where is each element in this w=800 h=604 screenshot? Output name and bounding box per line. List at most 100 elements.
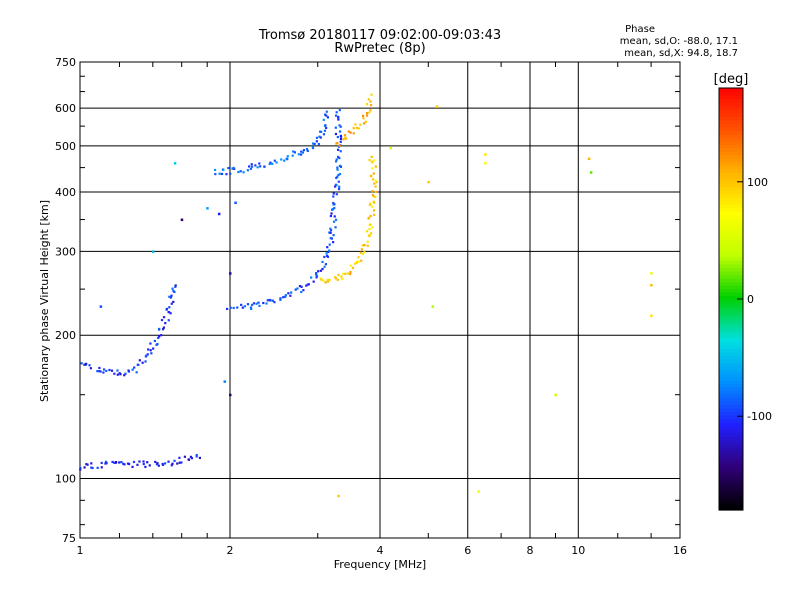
echo-point: [321, 267, 324, 271]
echo-point: [349, 264, 352, 267]
colorbar-segment: [719, 235, 743, 240]
echo-point: [334, 185, 337, 188]
colorbar-segment: [719, 133, 743, 138]
echo-point: [360, 248, 363, 251]
echo-point: [113, 372, 116, 375]
echo-point: [336, 166, 339, 169]
colorbar-segment: [719, 193, 743, 198]
echo-point: [335, 183, 338, 187]
echo-point: [88, 364, 91, 367]
echo-point: [365, 230, 369, 233]
echo-point: [325, 252, 328, 255]
colorbar-segment: [719, 313, 743, 318]
echo-point: [86, 463, 89, 466]
x-tick-label: 8: [527, 544, 534, 557]
echo-point: [366, 244, 369, 247]
echo-point: [354, 262, 357, 265]
echo-point: [111, 460, 114, 464]
echo-point: [250, 163, 253, 166]
echo-point: [370, 160, 374, 163]
echo-point: [315, 274, 319, 277]
y-tick-label: 600: [55, 102, 76, 115]
colorbar-segment: [719, 214, 743, 219]
colorbar-segment: [719, 499, 743, 504]
echo-point: [149, 342, 152, 345]
colorbar-segment: [719, 249, 743, 254]
echo-point: [162, 326, 165, 329]
colorbar-segment: [719, 161, 743, 166]
colorbar-segment: [719, 274, 743, 279]
echo-point: [337, 118, 340, 121]
echo-point: [332, 203, 335, 206]
echo-point: [126, 462, 130, 465]
colorbar-segment: [719, 422, 743, 427]
echo-point: [372, 172, 375, 175]
echo-point: [195, 454, 198, 457]
echo-point: [127, 370, 131, 373]
colorbar-segment: [719, 91, 743, 96]
echo-point: [317, 142, 320, 146]
echo-point: [352, 132, 355, 135]
echo-point: [298, 284, 302, 288]
chart-title: Tromsø 20180117 09:02:00-09:03:43: [258, 28, 501, 43]
echo-point: [213, 168, 217, 172]
echo-point: [246, 303, 250, 306]
echo-point: [337, 173, 340, 177]
colorbar-segment: [719, 327, 743, 332]
echo-point: [351, 266, 355, 270]
echo-point: [91, 466, 94, 470]
echo-point: [371, 190, 374, 193]
echo-point: [124, 372, 127, 375]
echo-point: [338, 108, 341, 112]
echo-point: [152, 347, 155, 350]
echo-point: [248, 165, 251, 168]
colorbar-segment: [719, 464, 743, 469]
echo-point: [96, 370, 99, 373]
echo-point: [100, 461, 103, 465]
echo-point: [144, 465, 147, 469]
echo-point: [297, 153, 300, 156]
echo-point: [161, 328, 165, 331]
colorbar-segment: [719, 492, 743, 497]
echo-point: [315, 140, 318, 143]
echo-point: [335, 193, 338, 196]
echo-point: [363, 244, 366, 247]
echo-point: [338, 156, 341, 160]
echo-point: [334, 160, 338, 163]
echo-point: [258, 304, 261, 307]
colorbar-segment: [719, 443, 743, 448]
colorbar-segment: [719, 471, 743, 476]
echo-point: [326, 278, 329, 282]
echo-point: [375, 190, 378, 193]
colorbar-segment: [719, 140, 743, 145]
echo-point: [168, 295, 171, 298]
colorbar-segment: [719, 218, 743, 223]
echo-point: [214, 173, 217, 176]
x-tick-label: 6: [464, 544, 471, 557]
echo-point: [222, 168, 225, 171]
echo-point: [105, 369, 108, 373]
echo-point: [132, 460, 136, 464]
echo-point: [330, 237, 334, 240]
echo-point: [328, 231, 331, 234]
colorbar-segment: [719, 284, 743, 290]
echo-point: [149, 349, 152, 352]
echo-point: [338, 124, 341, 127]
echo-point: [366, 240, 369, 243]
echo-point: [232, 166, 235, 170]
echo-point: [368, 228, 371, 231]
echo-point: [327, 250, 330, 254]
colorbar-segment: [719, 450, 743, 455]
echo-point: [236, 306, 239, 309]
echo-point: [136, 463, 139, 466]
echo-point: [367, 234, 371, 237]
colorbar-tick-label: -100: [747, 410, 772, 423]
colorbar-segment: [719, 151, 743, 156]
colorbar-segment: [719, 137, 743, 142]
colorbar-segment: [719, 172, 743, 177]
colorbar-segment: [719, 383, 743, 388]
echo-point: [325, 254, 329, 257]
echo-point: [136, 363, 139, 366]
echo-point: [321, 260, 324, 264]
